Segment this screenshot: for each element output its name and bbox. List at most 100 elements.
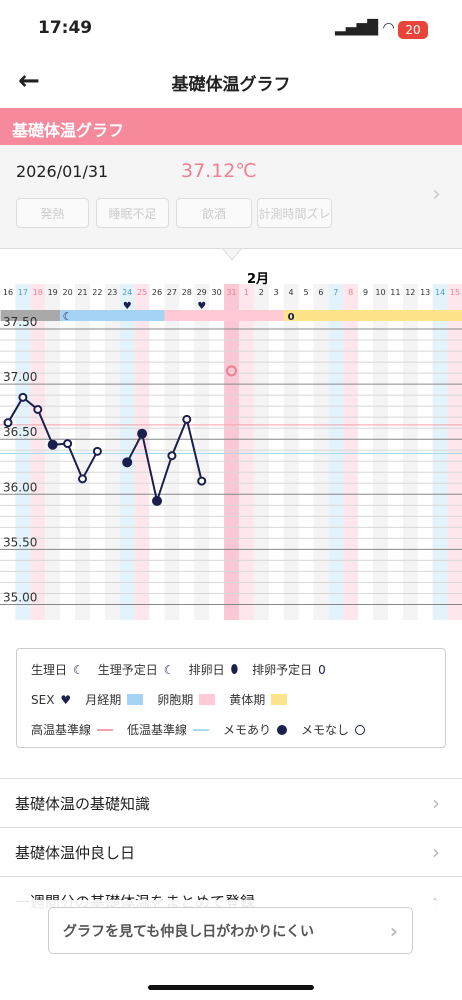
legend-label: 低温基準線 [127, 723, 188, 737]
temperature-point [18, 392, 28, 402]
tag[interactable]: 計測時間ズレ [257, 198, 332, 228]
legend-label: 排卵予定日 [252, 663, 313, 677]
temperature-point [167, 451, 177, 461]
temperature-point [152, 495, 162, 506]
day-column [373, 284, 388, 620]
temperature-point [92, 446, 102, 456]
day-label: 21 [77, 288, 87, 297]
legend-label: SEX [31, 692, 55, 707]
legend-label: メモなし [301, 723, 350, 737]
legend-label: 高温基準線 [31, 723, 92, 737]
day-label: 11 [390, 288, 400, 297]
day-column [134, 284, 150, 620]
day-column [104, 284, 120, 620]
y-tick-label: 37.50 [3, 315, 37, 329]
day-label: 1 [244, 288, 249, 297]
day-label: 16 [3, 288, 13, 297]
temperature-point [3, 418, 13, 428]
tag[interactable]: 睡眠不足 [96, 198, 169, 228]
temperature-point [47, 439, 58, 450]
day-label: 4 [289, 288, 294, 297]
phase-bar [164, 310, 284, 321]
day-label: 12 [405, 288, 415, 297]
menu-label: 基礎体温仲良し日 [15, 843, 136, 862]
tag[interactable]: 飲酒 [176, 198, 252, 228]
phase-bar [0, 310, 61, 321]
day-column [45, 284, 61, 620]
menu-item[interactable]: 基礎体温仲良し日 › [0, 827, 462, 876]
day-column [194, 284, 210, 620]
day-column [343, 284, 359, 620]
temperature-point [63, 439, 73, 449]
day-label: 14 [435, 288, 445, 297]
y-tick-label: 36.50 [3, 425, 37, 439]
legend-label: 排卵日 [188, 663, 225, 677]
day-label: 30 [212, 288, 222, 297]
day-label: 18 [33, 288, 43, 297]
day-label: 5 [303, 288, 308, 297]
ovulation-predicted-icon: 0 [288, 312, 295, 323]
temperature-point [197, 476, 207, 486]
legend-label: 黄体期 [229, 693, 266, 707]
day-column [224, 284, 239, 620]
header-title: 基礎体温グラフ [171, 75, 291, 95]
sex-icon: ♥ [123, 301, 132, 312]
back-button[interactable]: ← [18, 66, 40, 96]
phase-bar [283, 310, 462, 321]
banner[interactable]: グラフを見ても仲良し日がわかりにくい › [48, 907, 413, 954]
day-label: 31 [226, 288, 236, 297]
day-label: 22 [92, 288, 102, 297]
day-label: 20 [63, 288, 73, 297]
temperature-point [122, 457, 133, 468]
day-label: 9 [363, 288, 368, 297]
temperature-point [182, 414, 192, 424]
menu-label: 基礎体温の基礎知識 [15, 794, 151, 813]
day-label: 15 [450, 288, 460, 297]
day-label: 2 [259, 288, 264, 297]
day-column [432, 284, 448, 620]
day-column [283, 284, 299, 620]
period-icon: ☾ [63, 310, 73, 323]
day-column [313, 284, 329, 620]
day-label: 17 [18, 288, 28, 297]
day-label: 10 [375, 288, 385, 297]
section-title: 基礎体温グラフ [0, 108, 462, 145]
record-chevron[interactable]: › [432, 182, 441, 207]
record-date: 2026/01/31 [16, 162, 109, 181]
day-column [253, 284, 269, 620]
day-label: 24 [122, 288, 132, 297]
day-label: 8 [348, 288, 353, 297]
status-icons: ▂▄▆█ ◠ [335, 20, 395, 36]
day-column [30, 284, 46, 620]
day-column [75, 284, 90, 620]
day-label: 28 [182, 288, 192, 297]
day-label: 29 [197, 288, 207, 297]
chart: 16 17 18 19 20 21 22 23 24 25 26 27 28 29 30 31 1 2 3 4 5 6 7 8… [0, 248, 462, 620]
selected-point [226, 365, 237, 377]
y-tick-label: 35.50 [3, 535, 37, 549]
day-column [119, 284, 135, 620]
record-temperature: 37.12℃ [181, 160, 257, 182]
day-label: 13 [420, 288, 430, 297]
legend-label: 生理日 [31, 663, 68, 677]
legend-label: メモあり [223, 723, 272, 737]
legend-label: 月経期 [85, 693, 122, 707]
day-column [402, 284, 418, 620]
menu-item[interactable]: 基礎体温の基礎知識 › [0, 778, 462, 827]
battery: 20 [398, 21, 428, 39]
y-tick-label: 35.00 [3, 590, 37, 604]
day-label: 6 [318, 288, 323, 297]
day-label: 27 [167, 288, 177, 297]
y-tick-label: 36.00 [3, 480, 37, 494]
day-column [15, 284, 31, 620]
phase-bar [60, 310, 165, 321]
tag[interactable]: 発熱 [16, 198, 89, 228]
day-label: 3 [274, 288, 279, 297]
status-time: 17:49 [38, 18, 93, 38]
month-label: 2月 [247, 272, 269, 287]
day-label: 23 [107, 288, 117, 297]
temperature-point [137, 428, 148, 439]
legend: 生理日 ☾ 生理予定日 ☾ 排卵日 ⬮ 排卵予定日 0 SEX ♥ 月経期 卵胞期 黄体期… [16, 648, 446, 748]
sex-icon: ♥ [197, 301, 206, 312]
